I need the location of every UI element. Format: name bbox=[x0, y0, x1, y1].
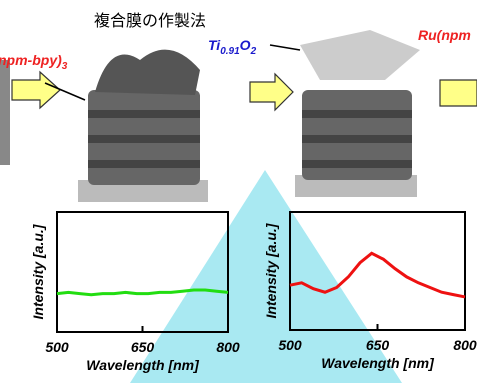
label-middle: Ti0.91O2 bbox=[208, 37, 257, 57]
label-text: O bbox=[240, 37, 251, 53]
film-left bbox=[78, 50, 208, 202]
slide: 複合膜の作製法 npm-bpy)3 Ti0.91O2 Ru(npm 500 650… bbox=[0, 0, 477, 383]
x-tick-label: 800 bbox=[216, 339, 240, 355]
label-sub: 3 bbox=[62, 61, 68, 72]
label-right: Ru(npm bbox=[418, 27, 471, 43]
label-text: npm-bpy) bbox=[0, 52, 62, 68]
edge-block bbox=[0, 60, 10, 165]
x-tick-label: 500 bbox=[278, 337, 302, 353]
film-middle bbox=[295, 30, 420, 197]
y-axis-label: Intensity [a.u.] bbox=[30, 223, 46, 319]
x-tick-label: 800 bbox=[453, 337, 477, 353]
pointer bbox=[270, 45, 300, 50]
x-axis-label: Wavelength [nm] bbox=[86, 357, 200, 373]
x-axis-label: Wavelength [nm] bbox=[321, 355, 435, 371]
y-axis-label: Intensity [a.u.] bbox=[263, 222, 279, 318]
label-left: npm-bpy)3 bbox=[0, 52, 68, 72]
label-sub: 2 bbox=[250, 46, 257, 57]
x-tick-label: 650 bbox=[131, 339, 155, 355]
x-tick-label: 650 bbox=[366, 337, 390, 353]
label-sub: 0.91 bbox=[220, 46, 240, 57]
title: 複合膜の作製法 bbox=[94, 12, 206, 30]
x-tick-label: 500 bbox=[45, 339, 69, 355]
